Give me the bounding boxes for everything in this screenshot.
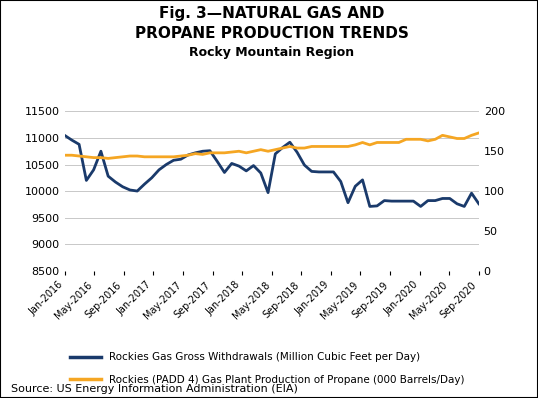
Text: PROPANE PRODUCTION TRENDS: PROPANE PRODUCTION TRENDS — [134, 26, 409, 41]
Text: Source: US Energy Information Administration (EIA): Source: US Energy Information Administra… — [11, 384, 298, 394]
Text: Fig. 3—NATURAL GAS AND: Fig. 3—NATURAL GAS AND — [159, 6, 384, 21]
Text: Rocky Mountain Region: Rocky Mountain Region — [189, 46, 354, 59]
Legend: Rockies (PADD 4) Gas Plant Production of Propane (000 Barrels/Day): Rockies (PADD 4) Gas Plant Production of… — [70, 375, 465, 384]
